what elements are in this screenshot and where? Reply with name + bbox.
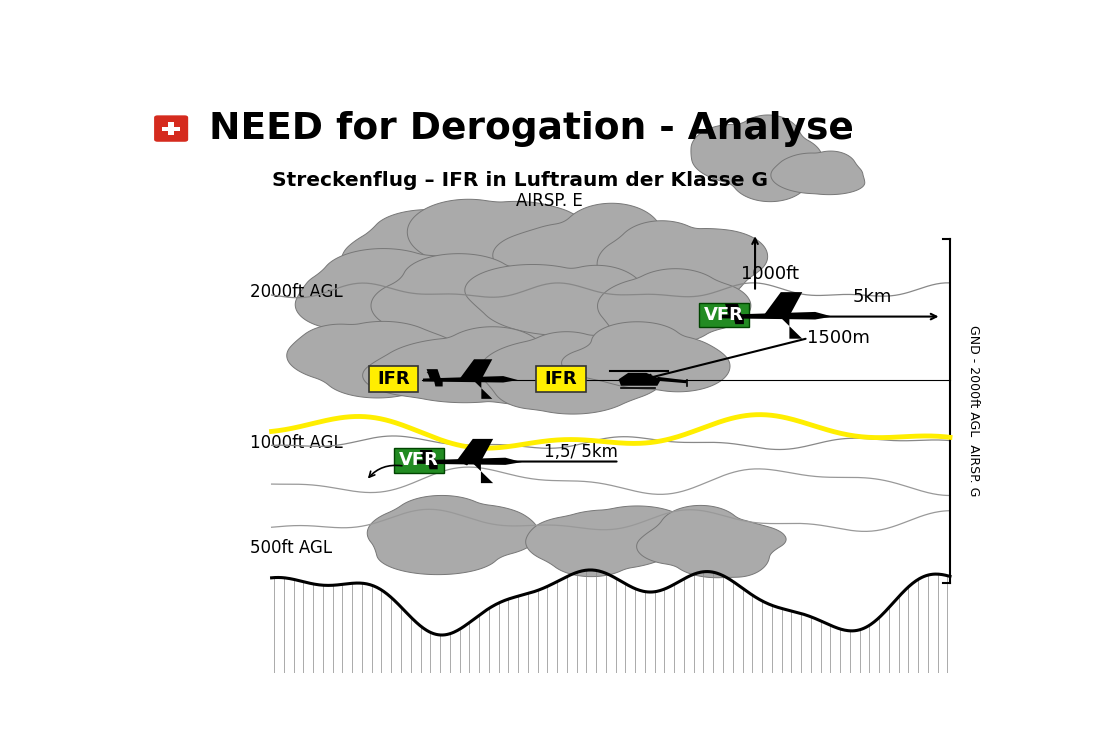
Text: IFR: IFR [377, 370, 410, 388]
Text: VFR: VFR [705, 306, 745, 324]
Polygon shape [362, 327, 589, 404]
Polygon shape [597, 268, 751, 345]
Text: AIRSP. E: AIRSP. E [516, 192, 583, 210]
Polygon shape [771, 151, 864, 194]
Polygon shape [367, 495, 540, 575]
FancyBboxPatch shape [394, 448, 444, 472]
Polygon shape [691, 115, 822, 202]
Polygon shape [420, 454, 438, 469]
Polygon shape [371, 254, 587, 352]
Polygon shape [465, 265, 666, 343]
Text: NEED for Derogation - Analyse: NEED for Derogation - Analyse [209, 110, 854, 147]
Polygon shape [725, 307, 743, 324]
Polygon shape [597, 221, 768, 303]
Text: 2000ft AGL: 2000ft AGL [250, 283, 342, 301]
Polygon shape [460, 359, 492, 399]
Text: 500ft AGL: 500ft AGL [250, 539, 332, 556]
Polygon shape [427, 372, 443, 386]
Polygon shape [725, 304, 742, 317]
Polygon shape [456, 439, 493, 483]
Polygon shape [295, 249, 484, 330]
Polygon shape [657, 376, 687, 383]
Polygon shape [408, 200, 619, 291]
Polygon shape [525, 506, 698, 577]
Text: IFR: IFR [545, 370, 577, 388]
Polygon shape [562, 322, 730, 392]
FancyBboxPatch shape [536, 366, 586, 392]
FancyBboxPatch shape [699, 302, 749, 327]
Text: 1500m: 1500m [807, 329, 870, 347]
Text: VFR: VFR [399, 451, 439, 469]
Polygon shape [427, 369, 441, 380]
Text: Streckenflug – IFR in Luftraum der Klasse G: Streckenflug – IFR in Luftraum der Klass… [271, 172, 768, 191]
Polygon shape [480, 332, 673, 414]
Polygon shape [637, 506, 786, 578]
Text: GND - 2000ft AGL  AIRSP. G: GND - 2000ft AGL AIRSP. G [966, 325, 979, 497]
Text: 1000ft: 1000ft [740, 265, 799, 283]
Bar [162, 126, 181, 131]
FancyBboxPatch shape [369, 366, 419, 392]
Bar [168, 122, 174, 135]
FancyBboxPatch shape [154, 116, 188, 142]
Text: 5km: 5km [853, 288, 892, 306]
Polygon shape [493, 203, 690, 290]
Text: 1000ft AGL: 1000ft AGL [250, 434, 342, 452]
Polygon shape [287, 321, 488, 398]
Polygon shape [618, 373, 661, 386]
Polygon shape [416, 457, 522, 465]
Polygon shape [420, 450, 437, 462]
Polygon shape [423, 376, 517, 383]
Polygon shape [341, 209, 532, 294]
Polygon shape [763, 292, 802, 339]
Polygon shape [720, 312, 832, 320]
Text: 1,5/ 5km: 1,5/ 5km [544, 442, 617, 460]
